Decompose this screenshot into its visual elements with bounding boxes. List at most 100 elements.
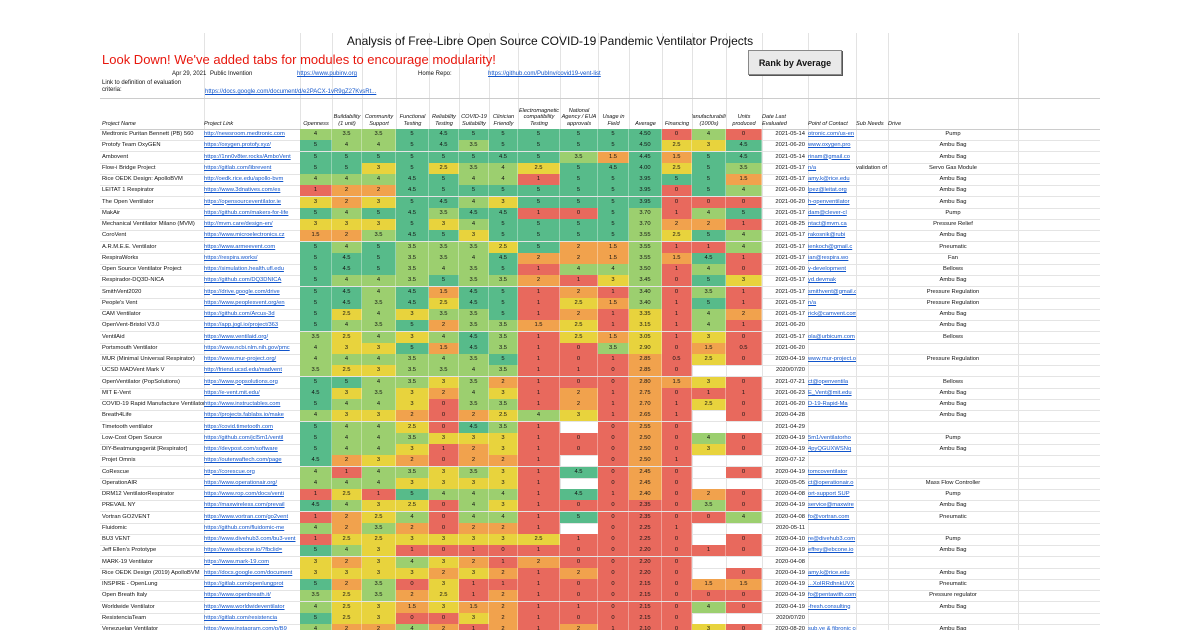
project-link[interactable]: https://oxygen.protofy.xyz/ (204, 142, 271, 149)
point-of-contact[interactable] (808, 557, 856, 568)
project-link[interactable]: https://www.operationair.org/ (204, 479, 278, 486)
score-cell: 4.5 (429, 140, 459, 152)
point-of-contact[interactable]: sub.ye & fibronic components a (808, 626, 856, 630)
project-link[interactable]: https://www.ventilaid.org/ (204, 333, 269, 340)
project-link[interactable]: https://www.rop.com/docs/venti (204, 491, 284, 497)
project-link[interactable]: https://app.jogl.io/project/363 (204, 322, 279, 329)
point-of-contact[interactable]: ort-support SUP (808, 491, 850, 497)
point-of-contact[interactable]: lpez@leitat.org (808, 187, 847, 194)
project-link[interactable]: https://www.microelectronics.cz (204, 232, 285, 239)
point-of-contact[interactable]: amy.k@rice.edu (808, 176, 850, 182)
point-of-contact[interactable]: n/a (808, 299, 817, 306)
point-of-contact[interactable]: www.mur-project.org (808, 356, 856, 362)
point-of-contact[interactable]: ct@openventila (808, 378, 849, 385)
project-link[interactable]: https://www.worldwideventilator (204, 603, 285, 610)
project-link[interactable]: https://1nn0v8ter.rocks/AmboVent (204, 153, 291, 160)
point-of-contact[interactable]: 5m1/ventilatorho (808, 434, 851, 441)
point-of-contact[interactable]: n/a (808, 164, 817, 171)
project-link[interactable]: https://gitlab.com/resistencia (204, 614, 278, 621)
score-cell: 3.5 (362, 522, 396, 534)
project-link[interactable]: https://github.com/jcl5m1/ventil (204, 434, 284, 441)
point-of-contact[interactable] (808, 455, 856, 466)
point-of-contact[interactable]: fo@pentawith.com (808, 592, 856, 599)
score-cell: 3.5 (362, 320, 396, 332)
project-link[interactable]: https://e-vent.mit.edu/ (204, 389, 260, 396)
project-link[interactable]: https://drive.google.com/drive (204, 288, 280, 295)
point-of-contact[interactable]: www.oxygen.pro (808, 142, 851, 149)
project-link[interactable]: https://www.instagram.com/p/B9 (204, 626, 287, 630)
project-link[interactable]: https://www.vortran.com/go2vent (204, 513, 289, 520)
project-link[interactable]: https://devpost.com/software (204, 446, 278, 452)
project-link[interactable]: https://www.3dnatives.com/es (204, 187, 281, 194)
point-of-contact[interactable]: D-19-Rapid-Ma (808, 401, 848, 407)
point-of-contact[interactable]: rakosnik@rubi (808, 232, 846, 239)
point-of-contact[interactable]: fo@vortran.com (808, 513, 850, 520)
point-of-contact[interactable]: ian@respira.wo (808, 254, 849, 261)
point-of-contact[interactable] (808, 320, 856, 331)
project-link[interactable]: https://respira.works/ (204, 254, 258, 261)
point-of-contact[interactable]: -fresh.consulting (808, 603, 851, 610)
point-of-contact[interactable]: yd.devmak (808, 277, 837, 284)
point-of-contact[interactable]: 4pyQGUXWSNq (808, 446, 852, 452)
project-link[interactable]: https://www.openbreath.it/ (204, 592, 271, 599)
rank-by-average-button[interactable]: Rank by Average (748, 50, 842, 75)
project-link[interactable]: https://maxwireless.com/prevail (204, 502, 285, 509)
project-link[interactable]: https://www.popsolutions.org (204, 378, 278, 385)
point-of-contact[interactable]: re@divehub3.com (808, 536, 856, 542)
average-cell: 2.50 (629, 444, 662, 455)
point-of-contact[interactable]: otronic.com/us-en (808, 131, 855, 137)
project-link[interactable]: https://github.com/fluidomic-me (204, 524, 285, 531)
project-link[interactable]: https://www.divehub3.com/bu3-vent (204, 536, 296, 542)
point-of-contact[interactable]: ola@urbicum.com (808, 333, 855, 340)
project-link[interactable]: https://www.mark-19.com (204, 558, 270, 565)
point-of-contact[interactable]: amy.k@rice.edu (808, 569, 850, 576)
point-of-contact[interactable] (808, 613, 856, 624)
project-link[interactable]: https://github.com/DQ3DNICA (204, 277, 282, 284)
point-of-contact[interactable]: ct@operationair.o (808, 479, 854, 486)
point-of-contact[interactable]: rick@camvent.com (808, 311, 856, 317)
project-link[interactable]: https://www.ebcone.io/?fbclid= (204, 547, 283, 554)
table-row: Portsmouth Ventilator https://www.ncbi.nl… (100, 342, 1100, 355)
org-link[interactable]: https://www.pubinv.org (297, 71, 357, 77)
project-link[interactable]: http://oedk.rice.edu/apollo-bvm (204, 176, 284, 182)
point-of-contact[interactable]: dam@clever-cl (808, 209, 847, 216)
project-link[interactable]: https://gitlab.com/openlungprot (204, 581, 284, 587)
point-of-contact[interactable] (808, 523, 856, 534)
project-link[interactable]: https://projects.fablabs.io/make (204, 412, 284, 419)
point-of-contact[interactable]: smithvent@gmail.com (808, 288, 856, 295)
project-link[interactable]: https://github.com/Arcus-3d (204, 311, 275, 317)
point-of-contact[interactable]: service@maxwire (808, 502, 854, 509)
project-link[interactable]: https://outerwaftech.com/page (204, 457, 282, 464)
project-link[interactable]: https://www.mur-project.org/ (204, 356, 277, 362)
point-of-contact[interactable]: ...XoIRRdhnkUVX (808, 581, 855, 587)
project-link[interactable]: https://covid.timetooth.com (204, 423, 273, 430)
point-of-contact[interactable]: y-development (808, 266, 847, 272)
point-of-contact[interactable]: ienkoch@gmail.c (808, 243, 853, 250)
point-of-contact[interactable]: E_Vent@mit.edu (808, 389, 852, 396)
criteria-link[interactable]: https://docs.google.com/document/d/e2PAC… (205, 89, 377, 95)
point-of-contact[interactable]: rinam@gmail.co (808, 153, 850, 160)
home-repo-link[interactable]: https://github.com/PubInv/covid19-vent-l… (488, 71, 601, 77)
point-of-contact[interactable] (808, 343, 856, 354)
project-link[interactable]: https://docs.google.com/document (204, 569, 293, 576)
project-link[interactable]: http://friend.ucsd.edu/madvent (204, 367, 282, 374)
project-link[interactable]: https://gitlab.com/librevent (204, 164, 272, 171)
project-link[interactable]: https://opensourceventilator.ie (204, 198, 282, 205)
point-of-contact[interactable] (808, 410, 856, 421)
project-link[interactable]: http://mvm.care/design-en/ (204, 221, 273, 227)
project-link[interactable]: https://www.instructables.com (204, 401, 281, 407)
project-link[interactable]: https://www.ncbi.nlm.nih.gov/pmc (204, 344, 290, 351)
project-link[interactable]: https://github.com/makers-for-life (204, 209, 289, 216)
point-of-contact[interactable]: ntact@mvm.ca (808, 221, 847, 227)
point-of-contact[interactable] (808, 365, 856, 376)
project-link[interactable]: http://newsroom.medtronic.com (204, 131, 285, 137)
point-of-contact[interactable] (808, 422, 856, 433)
point-of-contact[interactable]: tomcoventilator (808, 468, 848, 475)
point-of-contact[interactable]: h-openventilator (808, 198, 850, 205)
project-link[interactable]: https://simulation.health.ufl.edu (204, 266, 284, 272)
project-link[interactable]: https://corescue.org (204, 468, 255, 475)
score-cell: 5 (300, 286, 332, 298)
project-link[interactable]: https://www.armeevent.com (204, 243, 276, 250)
project-link[interactable]: https://www.peoplesvent.org/en (204, 299, 285, 306)
point-of-contact[interactable]: effrey@ebcone.io (808, 547, 854, 554)
